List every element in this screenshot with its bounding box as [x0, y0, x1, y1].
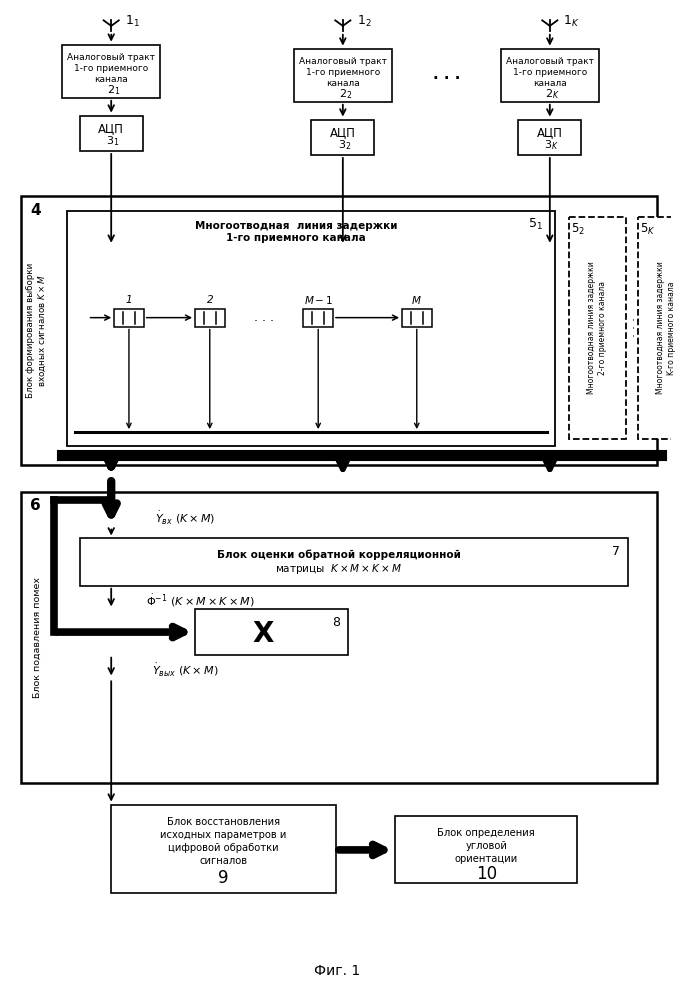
FancyBboxPatch shape [195, 309, 224, 327]
Text: 1-го приемного: 1-го приемного [306, 68, 380, 77]
FancyBboxPatch shape [402, 309, 432, 327]
FancyBboxPatch shape [500, 49, 599, 102]
Text: Блок оценки обратной корреляционной: Блок оценки обратной корреляционной [217, 549, 461, 560]
FancyBboxPatch shape [518, 120, 581, 155]
FancyBboxPatch shape [311, 120, 374, 155]
FancyBboxPatch shape [67, 211, 555, 446]
Text: 10: 10 [476, 864, 497, 882]
Text: Аналоговый тракт: Аналоговый тракт [506, 57, 594, 66]
Text: Блок подавления помех: Блок подавления помех [33, 577, 42, 698]
FancyBboxPatch shape [20, 493, 657, 783]
Text: 1-го приемного: 1-го приемного [513, 68, 587, 77]
Text: Многоотводная линия задержки
K-го приемного канала: Многоотводная линия задержки K-го приемн… [656, 262, 676, 395]
FancyBboxPatch shape [20, 197, 657, 465]
Text: АЦП: АЦП [330, 126, 356, 139]
FancyBboxPatch shape [637, 217, 678, 439]
Text: Многоотводная линия задержки
2-го приемного канала: Многоотводная линия задержки 2-го приемн… [587, 262, 607, 395]
FancyBboxPatch shape [111, 804, 336, 893]
FancyBboxPatch shape [62, 45, 161, 98]
Text: канала: канала [326, 79, 360, 88]
Text: Многоотводная  линия задержки: Многоотводная линия задержки [195, 221, 397, 231]
Text: $5_2$: $5_2$ [572, 223, 585, 238]
Text: 2: 2 [207, 295, 213, 305]
Text: исходных параметров и: исходных параметров и [161, 830, 287, 840]
Text: матрицы  $K\times M\times K\times M$: матрицы $K\times M\times K\times M$ [275, 562, 402, 576]
Text: . . .: . . . [625, 318, 638, 338]
Text: канала: канала [533, 79, 567, 88]
Text: АЦП: АЦП [537, 126, 563, 139]
Text: 1-го приемного: 1-го приемного [74, 64, 148, 73]
Text: $\dot{Y}_{вх}\ (K\times M)$: $\dot{Y}_{вх}\ (K\times M)$ [155, 509, 216, 526]
Text: цифровой обработки: цифровой обработки [168, 843, 279, 853]
Text: 7: 7 [612, 544, 620, 557]
Text: 1: 1 [125, 295, 132, 305]
FancyBboxPatch shape [569, 217, 626, 439]
FancyBboxPatch shape [79, 538, 628, 585]
FancyBboxPatch shape [79, 116, 143, 151]
Text: . . .: . . . [254, 311, 274, 324]
FancyBboxPatch shape [304, 309, 333, 327]
FancyBboxPatch shape [395, 816, 578, 883]
Text: Блок восстановления: Блок восстановления [167, 817, 280, 827]
Text: $1_1$: $1_1$ [125, 14, 140, 30]
Text: $\dot{\Phi}^{-1}\ (K\times M\times K\times M)$: $\dot{\Phi}^{-1}\ (K\times M\times K\tim… [146, 592, 254, 608]
Text: ориентации: ориентации [455, 854, 518, 864]
Text: $3_K$: $3_K$ [544, 138, 559, 152]
Text: угловой: угловой [465, 841, 507, 851]
Text: X: X [253, 620, 274, 648]
Text: $1_2$: $1_2$ [357, 14, 372, 30]
Text: $5_K$: $5_K$ [639, 223, 655, 238]
Text: $5_1$: $5_1$ [527, 217, 542, 232]
Text: . . .: . . . [433, 67, 460, 82]
Text: $2_K$: $2_K$ [545, 87, 560, 101]
Text: Аналоговый тракт: Аналоговый тракт [299, 57, 387, 66]
Text: $M$: $M$ [412, 294, 422, 306]
Text: $\dot{Y}_{вых}\ (K\times M)$: $\dot{Y}_{вых}\ (K\times M)$ [152, 661, 218, 678]
Text: $2_2$: $2_2$ [339, 87, 353, 101]
Text: 1-го приемного канала: 1-го приемного канала [226, 233, 366, 243]
FancyBboxPatch shape [195, 609, 348, 654]
Text: 8: 8 [332, 615, 340, 628]
Text: Фиг. 1: Фиг. 1 [314, 964, 360, 978]
Text: 4: 4 [31, 203, 41, 218]
Text: $1_K$: $1_K$ [563, 14, 580, 30]
Text: Блок формирования выборки
входных сигналов $K\times M$: Блок формирования выборки входных сигнал… [26, 263, 48, 398]
Text: $2_1$: $2_1$ [107, 83, 121, 97]
Text: 6: 6 [31, 499, 41, 513]
Text: АЦП: АЦП [98, 122, 124, 135]
FancyBboxPatch shape [294, 49, 392, 102]
Text: Аналоговый тракт: Аналоговый тракт [67, 53, 155, 62]
Text: $M-1$: $M-1$ [304, 294, 333, 306]
FancyBboxPatch shape [114, 309, 144, 327]
Text: $3_2$: $3_2$ [338, 138, 351, 152]
Text: 9: 9 [218, 868, 228, 886]
Text: $3_1$: $3_1$ [106, 134, 120, 148]
Text: канала: канала [94, 75, 128, 84]
Text: Блок определения: Блок определения [437, 828, 535, 838]
Text: сигналов: сигналов [199, 856, 247, 866]
